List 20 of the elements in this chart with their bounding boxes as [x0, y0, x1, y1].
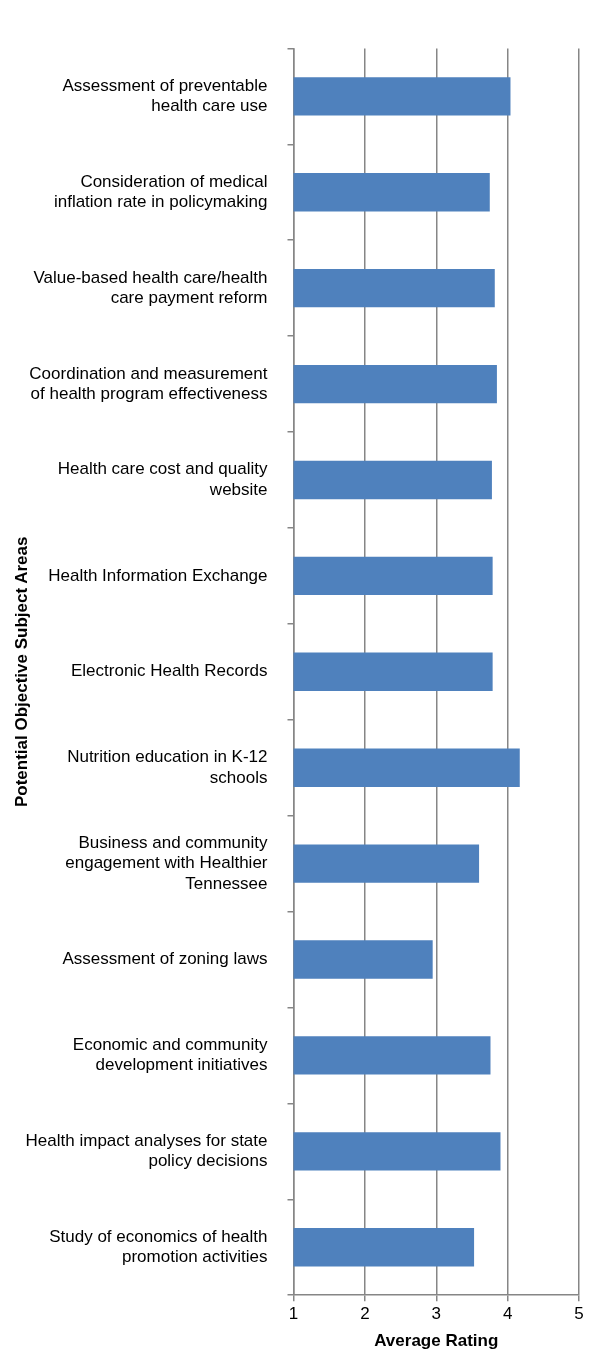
y-tick-label: Nutrition education in K-12 schools — [67, 747, 268, 787]
x-tick-label: 4 — [502, 1304, 513, 1324]
y-tick-label: Health care cost and quality website — [57, 459, 268, 499]
y-tick-label: Health Information Exchange — [48, 565, 268, 585]
y-tick-label: Consideration of medical inflation rate in policymaking — [53, 171, 268, 212]
x-tick-label: 5 — [574, 1304, 584, 1324]
y-tick-label: Economic and community development initiatives — [72, 1034, 268, 1075]
x-tick-label: 2 — [360, 1304, 370, 1324]
x-tick-label: 3 — [431, 1304, 441, 1324]
y-tick-label: Business and community engagement with Healthier Tennessee — [65, 832, 268, 893]
y-tick-label: Electronic Health Records — [70, 661, 268, 681]
y-tick-label: Value-based health care/health care payment reform — [33, 267, 268, 308]
x-axis-title: Average Rating — [374, 1331, 499, 1351]
y-tick-label: Study of economics of health promotion activities — [49, 1226, 268, 1267]
y-tick-label: Coordination and measurement of health program effectiveness — [29, 363, 268, 403]
y-tick-label: Assessment of preventable health care use — [62, 75, 268, 116]
y-tick-label: Health impact analyses for state policy decisions — [25, 1130, 268, 1171]
x-tick-label: 1 — [288, 1304, 299, 1324]
y-tick-label: Assessment of zoning laws — [62, 949, 268, 969]
y-axis-title: Potential Objective Subject Areas — [11, 536, 31, 808]
